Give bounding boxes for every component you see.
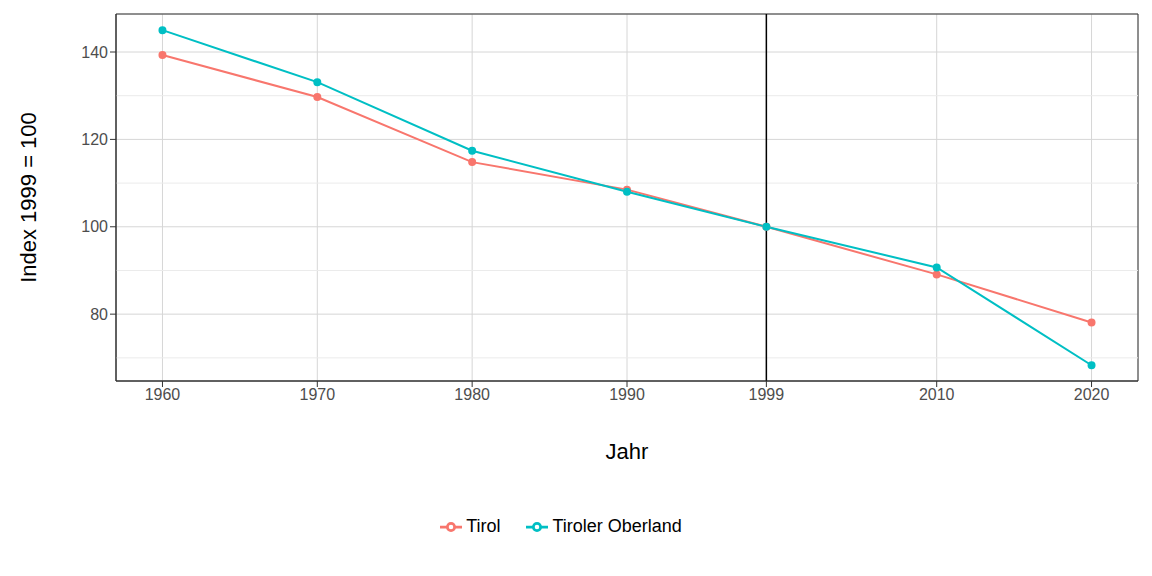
html-text:Tirol: Tirol <box>466 516 501 536</box>
html-text:Tiroler Oberland: Tiroler Oberland <box>552 516 682 536</box>
svg-text:140: 140 <box>81 44 108 61</box>
svg-text:1980: 1980 <box>454 386 490 403</box>
svg-text:1990: 1990 <box>609 386 645 403</box>
svg-text:120: 120 <box>81 131 108 148</box>
svg-text:1960: 1960 <box>145 386 181 403</box>
svg-text:2020: 2020 <box>1074 386 1110 403</box>
svg-text:1999: 1999 <box>749 386 785 403</box>
svg-text:2010: 2010 <box>919 386 955 403</box>
svg-text:Index 1999 = 100: Index 1999 = 100 <box>16 112 41 283</box>
svg-text:1970: 1970 <box>300 386 336 403</box>
svg-text:80: 80 <box>90 306 108 323</box>
svg-text:100: 100 <box>81 218 108 235</box>
svg-text:Jahr: Jahr <box>606 439 649 464</box>
